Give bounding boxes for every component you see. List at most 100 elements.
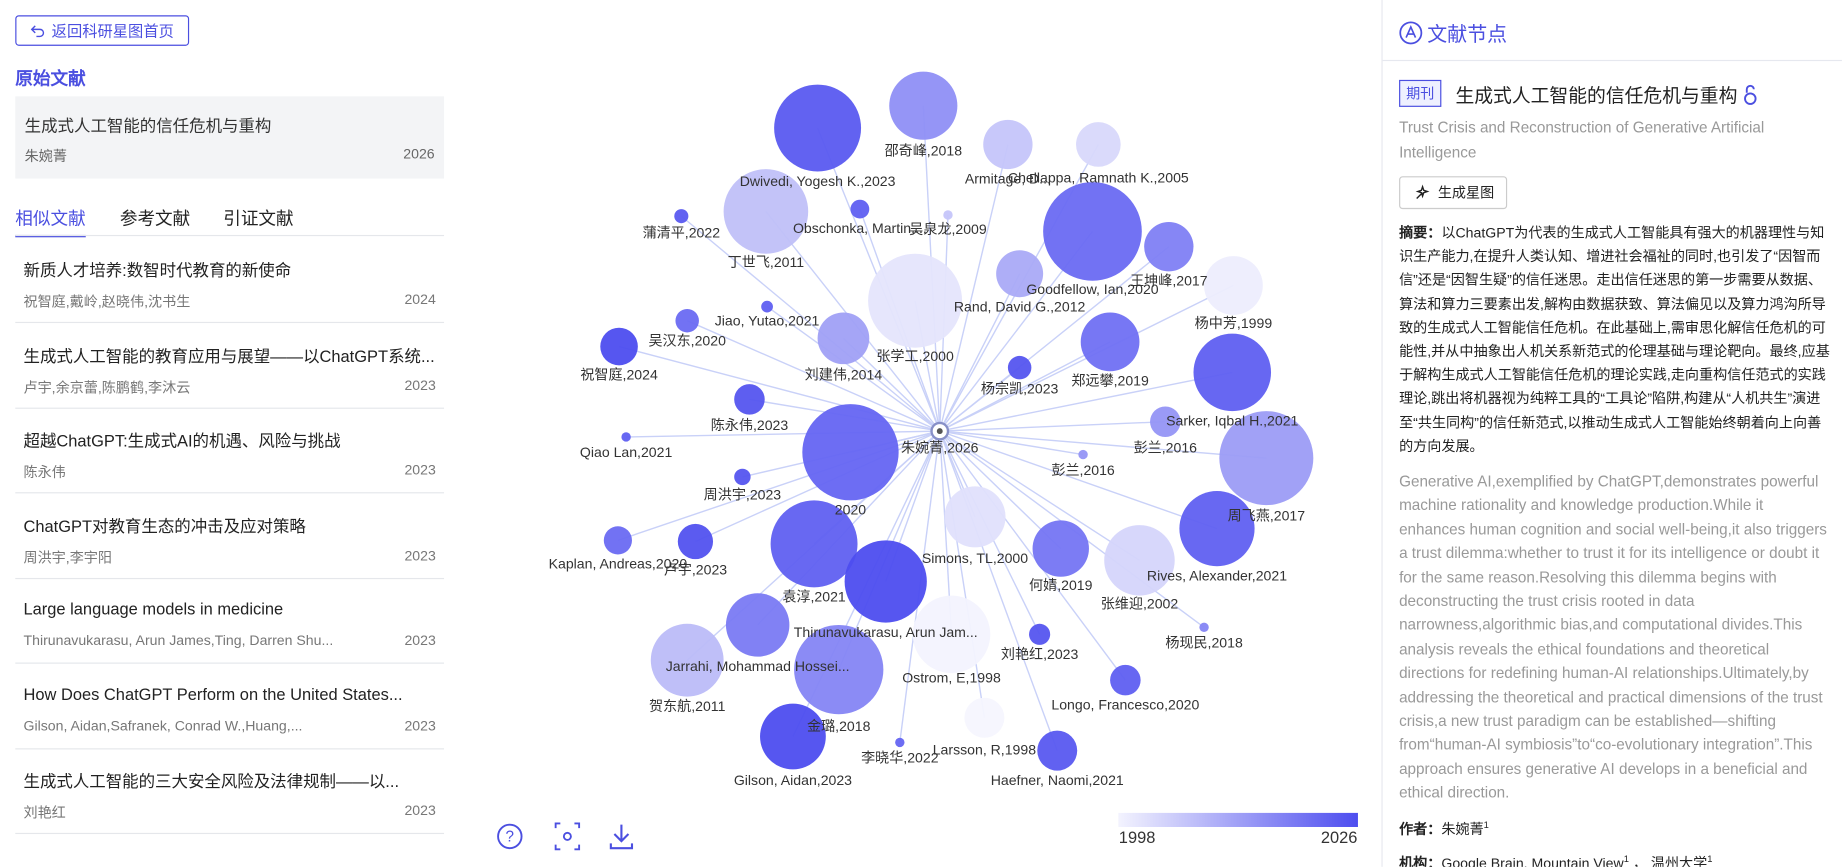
paper-node[interactable]	[1204, 256, 1263, 315]
generate-button[interactable]: 生成星图	[1399, 176, 1508, 210]
edge	[939, 421, 1166, 432]
type-badge: 期刊	[1399, 79, 1442, 107]
paper-node[interactable]	[1037, 730, 1078, 771]
paper-node[interactable]	[650, 623, 724, 697]
author[interactable]: 朱婉菁	[1441, 821, 1484, 838]
paper-item[interactable]: 新质人才培养:数智时代教育的新使命 祝智庭,戴岭,赵晓伟,沈书生 2024	[15, 237, 445, 324]
paper-node[interactable]	[677, 523, 714, 560]
download-icon[interactable]	[609, 824, 634, 850]
paper-node[interactable]	[802, 404, 899, 501]
item-title: Large language models in medicine	[23, 599, 284, 618]
edge	[618, 345, 940, 432]
paper-node[interactable]	[1029, 623, 1051, 645]
tab[interactable]: 引证文献	[223, 209, 294, 230]
paper-node[interactable]	[1007, 355, 1032, 380]
paper-node[interactable]	[621, 432, 631, 442]
paper-item[interactable]: 生成式人工智能的三大安全风险及法律规制——以... 刘艳红 2023	[15, 748, 445, 835]
edge	[939, 430, 1218, 530]
node-label: Dwivedi, Yogesh K.,2023	[740, 173, 896, 189]
paper-node[interactable]	[944, 486, 1006, 548]
paper-node[interactable]	[868, 253, 963, 348]
node-label: 王坤峰,2017	[1130, 273, 1208, 289]
paper-node[interactable]	[1110, 664, 1141, 696]
node-label: 2020	[835, 502, 866, 518]
paper-node[interactable]	[761, 300, 773, 313]
item-title: 超越ChatGPT:生成式AI的机遇、风险与挑战	[23, 431, 341, 450]
node-label: 杨现民,2018	[1165, 634, 1243, 650]
org: Google Brain, Mountain View	[1441, 855, 1624, 867]
node-label: Haefner, Naomi,2021	[991, 772, 1124, 788]
paper-node[interactable]	[1080, 312, 1140, 372]
paper-node[interactable]	[943, 210, 953, 220]
node-label: 杨宗凯,2023	[981, 381, 1059, 397]
paper-node[interactable]	[725, 593, 790, 657]
paper-item[interactable]: 超越ChatGPT:生成式AI的机遇、风险与挑战 陈永伟 2023	[15, 408, 445, 494]
title-row: 生成式人工智能的信任危机与重构	[1455, 80, 1759, 108]
paper-item[interactable]: How Does ChatGPT Perform on the United S…	[15, 663, 445, 749]
paper-node[interactable]	[964, 697, 1005, 738]
abstract-text: 以ChatGPT为代表的生成式人工智能具有强大的机器理性与知识生产能力,在提升人…	[1399, 224, 1830, 455]
paper-node[interactable]	[850, 199, 870, 219]
org-sup: 1	[1707, 854, 1713, 865]
paper-node[interactable]	[1078, 449, 1088, 460]
paper-node[interactable]	[1076, 122, 1121, 167]
paper-node[interactable]	[1043, 182, 1142, 281]
edge	[766, 306, 941, 432]
paper-node[interactable]	[1199, 622, 1209, 632]
paper-item[interactable]: 生成式人工智能的教育应用与展望——以ChatGPT系统... 卢宇,余京蕾,陈鹏鹤…	[15, 322, 445, 409]
node-icon	[1399, 21, 1423, 45]
paper-node[interactable]	[1179, 491, 1255, 567]
paper-node[interactable]	[996, 250, 1044, 298]
paper-node[interactable]	[1193, 333, 1272, 412]
paper-node[interactable]	[1150, 406, 1181, 437]
header-title: 文献节点	[1427, 23, 1508, 46]
paper-node[interactable]	[912, 595, 991, 674]
paper-node[interactable]	[983, 119, 1033, 170]
item-year: 2023	[404, 461, 436, 479]
star-icon	[1415, 184, 1430, 200]
paper-node[interactable]	[889, 71, 958, 140]
original-paper[interactable]: 生成式人工智能的信任危机与重构 朱婉菁 2026	[15, 96, 445, 179]
oa-icon[interactable]	[1743, 84, 1759, 106]
paper-node[interactable]	[1104, 525, 1175, 596]
paper-node[interactable]	[1219, 411, 1314, 506]
node-label: Larsson, R,1998	[933, 741, 1036, 757]
paper-node[interactable]	[1144, 222, 1194, 272]
focus-icon[interactable]	[554, 822, 581, 851]
node-label: Qiao Lan,2021	[580, 444, 673, 460]
item-authors: 祝智庭,戴岭,赵晓伟,沈书生	[23, 293, 191, 311]
paper-node[interactable]	[770, 500, 858, 588]
paper-author: 朱婉菁	[24, 148, 67, 165]
tab[interactable]: 参考文献	[119, 209, 191, 230]
paper-node[interactable]	[844, 540, 927, 623]
divider	[1382, 59, 1842, 62]
paper-node[interactable]	[600, 327, 638, 366]
paper-node[interactable]	[817, 312, 870, 365]
paper-item[interactable]: Large language models in medicine Thiruna…	[15, 578, 445, 664]
paper-node[interactable]	[603, 526, 632, 555]
help-icon[interactable]: ?	[497, 823, 523, 850]
paper-node[interactable]	[760, 703, 826, 770]
paper-node[interactable]	[723, 169, 809, 254]
paper-node[interactable]	[734, 384, 765, 415]
node-label: 彭兰,2016	[1051, 462, 1115, 478]
paper-node[interactable]	[674, 209, 689, 224]
back-button[interactable]: 返回科研星图首页	[15, 15, 190, 46]
paper-node[interactable]	[1032, 520, 1089, 577]
paper-node[interactable]	[675, 308, 699, 333]
org-sup: 1	[1623, 854, 1629, 865]
paper-node[interactable]	[774, 84, 862, 172]
legend-gradient	[1118, 812, 1358, 827]
paper-node[interactable]	[734, 468, 751, 486]
author-sup: 1	[1483, 819, 1489, 831]
tab[interactable]: 相似文献	[15, 206, 86, 238]
paper-item[interactable]: ChatGPT对教育生态的冲击及应对策略 周洪宇,李宇阳 2023	[15, 493, 445, 579]
paper-node[interactable]	[794, 624, 884, 715]
paper-year: 2026	[403, 145, 435, 163]
paper-node[interactable]	[895, 737, 905, 748]
center-dot	[936, 428, 943, 435]
node-label: Chellappa, Ramnath K.,2005	[1008, 169, 1189, 185]
node-label: 彭兰,2016	[1134, 439, 1198, 455]
paper-title: 生成式人工智能的信任危机与重构	[1455, 86, 1738, 107]
